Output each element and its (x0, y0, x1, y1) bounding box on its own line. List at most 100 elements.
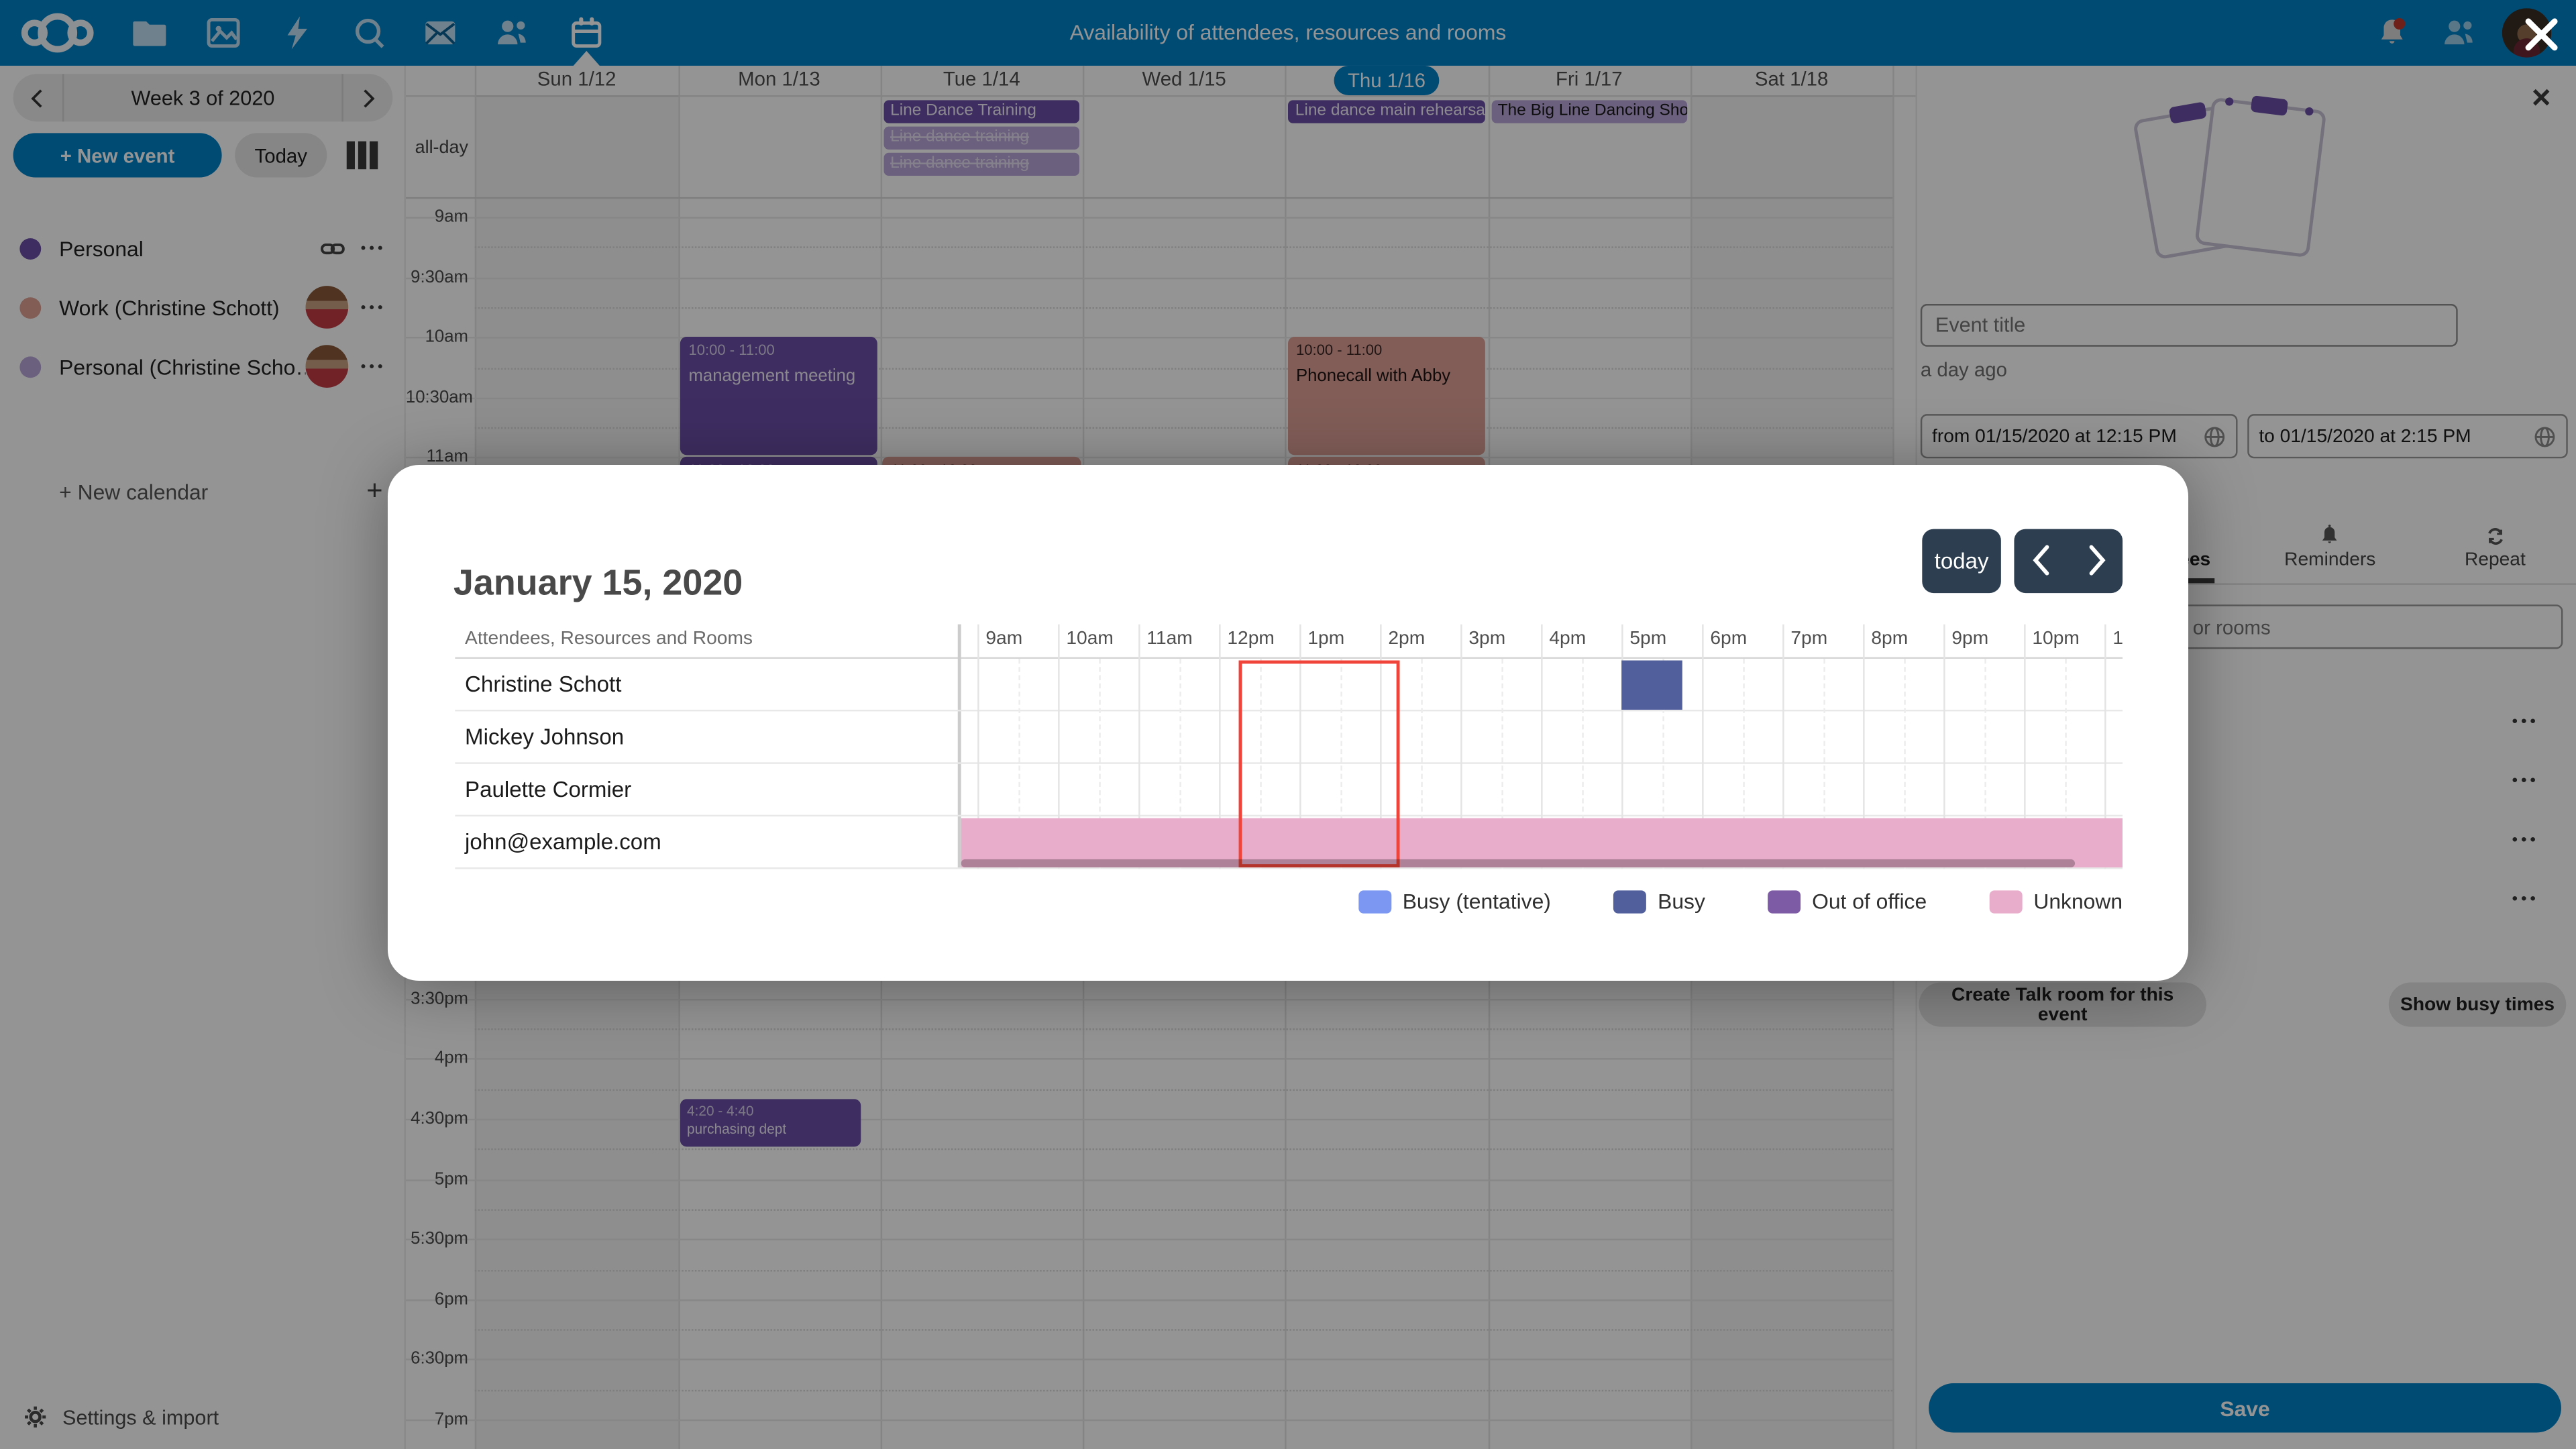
legend-label: Busy (tentative) (1402, 888, 1551, 914)
bell-icon (2318, 524, 2343, 549)
availability-legend: Busy (tentative) Busy Out of office Unknown (1358, 889, 2123, 914)
time-gutter-label: 10:30am (405, 387, 474, 407)
start-datetime-field[interactable]: from 01/15/2020 at 12:15 PM (1920, 414, 2238, 459)
slot-minor-line (475, 307, 1893, 309)
calendar-event[interactable]: 4:20 - 4:40 purchasing dept (680, 1098, 862, 1148)
calendar-event[interactable]: 10:00 - 11:00 Phonecall with Abby (1287, 337, 1486, 456)
day-header[interactable]: Sun 1/12 (537, 67, 616, 91)
calendar-list-item[interactable]: Personal (Christine Scho… ••• (0, 337, 406, 396)
calendar-menu-icon[interactable]: ••• (360, 299, 386, 316)
next-day-button[interactable] (2068, 529, 2123, 594)
next-week-button[interactable] (343, 74, 392, 121)
slot-minor-line (475, 1329, 1893, 1331)
new-event-button[interactable]: + New event (13, 133, 222, 178)
activity-icon[interactable] (278, 13, 317, 53)
event-title-input[interactable] (1920, 304, 2458, 347)
attendee-menu-icon[interactable]: ••• (2512, 890, 2539, 909)
half-hour-line (1984, 659, 1986, 869)
hour-label: 3pm (1468, 629, 1506, 649)
modal-close-icon[interactable] (2510, 11, 2558, 54)
attendee-menu-icon[interactable]: ••• (2512, 772, 2539, 790)
day-header[interactable]: Mon 1/13 (738, 67, 820, 91)
day-header[interactable]: Thu 1/16 (1285, 65, 1488, 96)
today-button[interactable]: Today (235, 133, 327, 178)
calendar-event[interactable]: 10:00 - 11:00 management meeting (680, 337, 878, 456)
files-icon[interactable] (129, 13, 169, 53)
row-divider (455, 867, 2123, 869)
legend-swatch (1767, 890, 1801, 913)
all-day-event[interactable]: The Big Line Dancing Show (1491, 100, 1687, 123)
nextcloud-logo-icon[interactable] (19, 10, 95, 56)
selection-rectangle[interactable] (1239, 660, 1401, 868)
calendar-list-item[interactable]: Work (Christine Schott) ••• (0, 278, 406, 337)
hour-label: 12pm (1227, 629, 1275, 649)
calendar-color-dot (19, 297, 42, 318)
timezone-globe-icon[interactable] (2533, 425, 2556, 447)
event-time: 10:00 - 11:00 (688, 341, 775, 359)
slot-minor-line (475, 1269, 1893, 1271)
slot-line (405, 337, 1893, 339)
calendar-icon[interactable] (567, 13, 606, 53)
calendar-menu-icon[interactable]: ••• (360, 239, 386, 257)
attendees-column-header: Attendees, Resources and Rooms (465, 629, 753, 649)
view-switcher-icon[interactable] (346, 141, 381, 170)
slot-minor-line (475, 1028, 1893, 1030)
create-talk-room-button[interactable]: Create Talk room for this event (1919, 982, 2206, 1027)
availability-modal: January 15, 2020 today Attendees, Resour… (387, 465, 2189, 981)
event-title: management meeting (688, 366, 856, 386)
search-icon[interactable] (350, 13, 390, 53)
settings-import[interactable]: Settings & import (23, 1405, 219, 1430)
previous-week-button[interactable] (13, 74, 62, 121)
all-day-event[interactable]: Line dance training (883, 126, 1080, 150)
tab-repeat[interactable]: Repeat (2412, 517, 2576, 583)
half-hour-line (1742, 659, 1744, 869)
contacts-menu-icon[interactable] (2440, 13, 2479, 53)
editor-tabs: AttendeesRemindersRepeat (1917, 517, 2576, 585)
time-gutter-label: 5pm (434, 1169, 468, 1189)
tab-label: Reminders (2284, 550, 2376, 570)
previous-day-button[interactable] (2014, 529, 2068, 594)
notifications-bell-icon[interactable] (2372, 13, 2412, 53)
contacts-icon[interactable] (493, 13, 533, 53)
all-day-event[interactable]: Line Dance Training (883, 100, 1080, 123)
close-icon[interactable]: × (2522, 79, 2558, 117)
share-link-icon[interactable] (319, 235, 344, 260)
slot-line (405, 1419, 1893, 1421)
timeline-scrollbar[interactable] (961, 859, 2076, 868)
hour-label: 6pm (1710, 629, 1748, 649)
hour-line (1863, 624, 1865, 869)
time-gutter-label: 10am (425, 327, 468, 347)
photos-icon[interactable] (204, 13, 244, 53)
half-hour-line (1903, 659, 1905, 869)
calendar-list-item[interactable]: Personal ••• (0, 219, 406, 278)
day-header[interactable]: Wed 1/15 (1142, 67, 1226, 91)
end-datetime-value: to 01/15/2020 at 2:15 PM (2259, 426, 2471, 446)
modal-today-button[interactable]: today (1922, 529, 2001, 594)
attendee-menu-icon[interactable]: ••• (2512, 831, 2539, 850)
save-button[interactable]: Save (1929, 1383, 2561, 1433)
calendar-menu-icon[interactable]: ••• (360, 358, 386, 375)
divider (405, 95, 1916, 97)
hour-line (1541, 624, 1543, 869)
column-resizer[interactable] (957, 624, 961, 869)
timezone-globe-icon[interactable] (2203, 425, 2226, 447)
tab-reminders[interactable]: Reminders (2247, 517, 2412, 583)
day-header[interactable]: Fri 1/17 (1555, 67, 1623, 91)
availability-timeline[interactable]: 9am 10am 11am 12pm 1pm 2pm 3pm 4pm 5pm 6pm 7pm 8pm 9… (961, 624, 2123, 869)
week-label[interactable]: Week 3 of 2020 (131, 86, 275, 109)
end-datetime-field[interactable]: to 01/15/2020 at 2:15 PM (2247, 414, 2568, 459)
new-calendar-label: + New calendar (59, 478, 209, 504)
mail-icon[interactable] (421, 13, 460, 53)
attendee-menu-icon[interactable]: ••• (2512, 712, 2539, 731)
row-divider (455, 762, 2123, 764)
day-header[interactable]: Sat 1/18 (1754, 67, 1829, 91)
all-day-event[interactable]: Line dance training (883, 152, 1080, 176)
day-header[interactable]: Tue 1/14 (943, 67, 1020, 91)
slot-minor-line (475, 427, 1893, 429)
all-day-event[interactable]: Line dance main rehearsal (1288, 100, 1485, 123)
hour-line (1058, 624, 1060, 869)
calendar-color-dot (19, 356, 42, 378)
new-calendar-row[interactable]: + New calendar + (0, 462, 406, 521)
calendar-owner-avatar (305, 286, 348, 329)
show-busy-times-button[interactable]: Show busy times (2388, 982, 2567, 1027)
